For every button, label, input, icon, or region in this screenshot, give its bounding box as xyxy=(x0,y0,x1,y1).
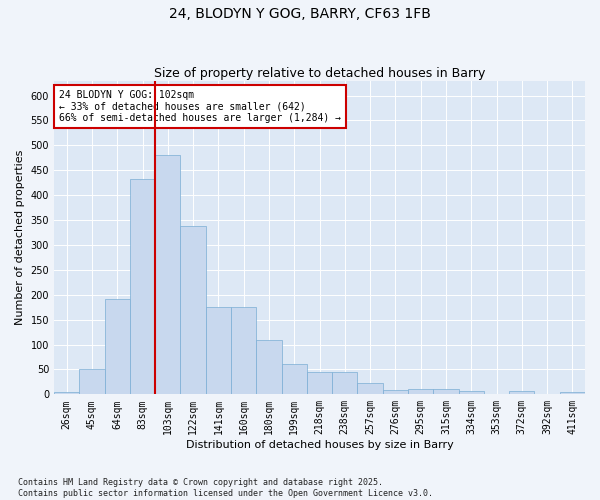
Bar xyxy=(104,299,130,394)
Bar xyxy=(383,390,408,394)
Bar xyxy=(256,340,281,394)
Bar xyxy=(408,389,433,394)
X-axis label: Distribution of detached houses by size in Barry: Distribution of detached houses by size … xyxy=(185,440,454,450)
Bar xyxy=(181,226,206,394)
Bar xyxy=(281,364,307,394)
Bar xyxy=(231,306,256,394)
Text: 24 BLODYN Y GOG: 102sqm
← 33% of detached houses are smaller (642)
66% of semi-d: 24 BLODYN Y GOG: 102sqm ← 33% of detache… xyxy=(59,90,341,124)
Bar xyxy=(433,389,458,394)
Bar xyxy=(130,178,155,394)
Bar xyxy=(54,392,79,394)
Bar xyxy=(155,155,181,394)
Text: 24, BLODYN Y GOG, BARRY, CF63 1FB: 24, BLODYN Y GOG, BARRY, CF63 1FB xyxy=(169,8,431,22)
Title: Size of property relative to detached houses in Barry: Size of property relative to detached ho… xyxy=(154,66,485,80)
Bar xyxy=(509,392,535,394)
Bar xyxy=(458,392,484,394)
Text: Contains HM Land Registry data © Crown copyright and database right 2025.
Contai: Contains HM Land Registry data © Crown c… xyxy=(18,478,433,498)
Y-axis label: Number of detached properties: Number of detached properties xyxy=(15,150,25,325)
Bar xyxy=(79,369,104,394)
Bar xyxy=(358,384,383,394)
Bar xyxy=(332,372,358,394)
Bar xyxy=(560,392,585,394)
Bar xyxy=(307,372,332,394)
Bar xyxy=(206,306,231,394)
